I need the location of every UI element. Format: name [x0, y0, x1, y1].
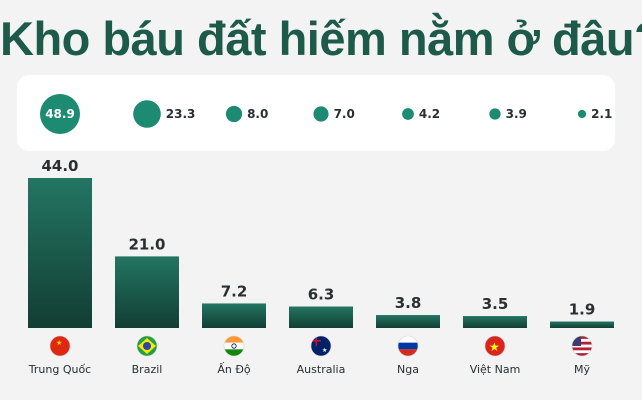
svg-text:★: ★: [56, 339, 62, 347]
svg-text:★: ★: [489, 340, 500, 354]
flag-outline: [49, 335, 71, 357]
bubble-value-label: 3.9: [506, 107, 527, 121]
bar-value-label: 21.0: [128, 235, 165, 253]
category-label: Nga: [397, 363, 419, 376]
bar-group-3: 6.3 Australia: [289, 286, 353, 376]
bar-value-label: 6.3: [308, 286, 335, 304]
bubble-circle: [313, 106, 329, 122]
russia-flag-icon: [398, 336, 418, 356]
usa-flag-icon: [572, 336, 592, 356]
china-flag-icon: ★: [50, 336, 70, 356]
bar-value-label: 1.9: [569, 301, 596, 319]
bar: [289, 306, 353, 328]
bubble-2: 8.0: [225, 105, 268, 123]
bubble-3: 7.0: [313, 106, 355, 122]
bar: [28, 178, 92, 328]
flag-outline: [571, 335, 593, 357]
bar-group-0: 44.0 Trung Quốc: [28, 157, 92, 376]
category-label: Việt Nam: [470, 363, 521, 376]
bubble-circle: [133, 100, 161, 128]
bubble-value-label: 4.2: [419, 107, 440, 121]
bubble-value-label: 2.1: [591, 107, 612, 121]
vietnam-flag-icon: ★: [485, 336, 505, 356]
category-label: Australia: [297, 363, 346, 376]
chart-title: Kho báu đất hiếm nằm ở đâu?: [0, 12, 642, 65]
bar-value-label: 3.5: [482, 295, 509, 313]
flag-outline: [310, 335, 332, 357]
bubble-value-label: 7.0: [334, 107, 355, 121]
bubble-circle: [225, 105, 243, 123]
category-label: Trung Quốc: [28, 363, 91, 376]
bubble-value-label: 23.3: [166, 107, 196, 121]
bubble-5: 3.9: [489, 107, 527, 121]
category-label: Ấn Độ: [217, 362, 251, 376]
bubble-value-label: 8.0: [247, 107, 268, 121]
bar-group-4: 3.8 Nga: [376, 294, 440, 376]
bar-group-2: 7.2 Ấn Độ: [202, 282, 266, 376]
bubble-circle: [577, 109, 587, 119]
bar-group-6: 1.9 Mỹ: [550, 301, 614, 376]
bubble-circle: [489, 108, 501, 120]
bar-group-1: 21.0 Brazil: [115, 235, 179, 376]
category-label: Mỹ: [574, 363, 590, 376]
bar: [463, 316, 527, 328]
bar: [202, 303, 266, 328]
category-label: Brazil: [132, 363, 163, 376]
bar: [550, 321, 614, 328]
svg-text:★: ★: [322, 347, 327, 354]
australia-flag-icon: ★: [311, 336, 331, 356]
bar: [376, 315, 440, 328]
bubble-0: 48.9: [40, 94, 80, 134]
flag-outline: [484, 335, 506, 357]
flag-outline: [223, 335, 245, 357]
india-flag-icon: [224, 336, 244, 356]
flag-outline: [397, 335, 419, 357]
flag-outline: [136, 335, 158, 357]
bar-value-label: 7.2: [221, 282, 248, 300]
bubble-value-label: 48.9: [45, 107, 75, 121]
bar-value-label: 44.0: [41, 157, 78, 175]
bubble-circle: [40, 94, 80, 134]
bubble-1: 23.3: [133, 100, 195, 128]
bar-value-label: 3.8: [395, 294, 422, 312]
bubble-circle: [402, 108, 414, 120]
bubble-6: 2.1: [577, 107, 612, 121]
bar: [115, 256, 179, 328]
brazil-flag-icon: [137, 336, 157, 356]
bubble-4: 4.2: [402, 107, 440, 121]
bar-group-5: 3.5 Việt Nam: [463, 295, 527, 376]
